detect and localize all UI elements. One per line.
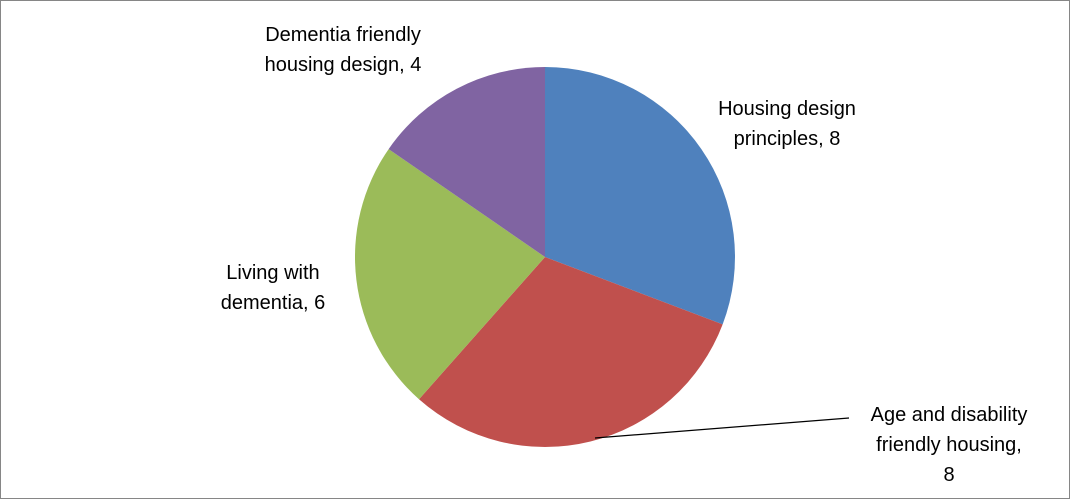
leader-lines [594,417,850,439]
pie-slice-3 [354,149,545,400]
data-label-4: Dementia friendly housing design, 4 [265,24,422,76]
leader-line-2 [594,417,850,439]
data-label-3: Living with dementia, 6 [221,262,326,314]
pie-slice-4 [388,67,545,257]
pie-slice-1 [545,67,735,325]
data-labels: Housing design principles, 8 Age and disab… [221,24,1028,486]
pie-slice-2 [419,257,723,447]
data-label-1: Housing design principles, 8 [718,98,856,150]
pie-slices [354,67,735,447]
data-label-2: Age and disability friendly housing, 8 [871,404,1028,486]
